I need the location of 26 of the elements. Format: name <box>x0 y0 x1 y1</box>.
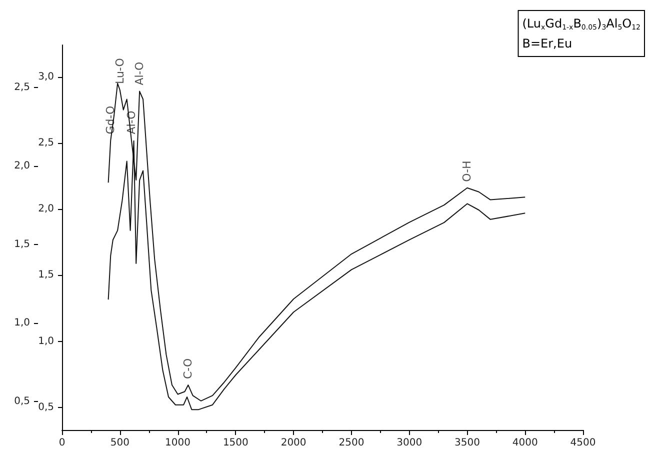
annotation: B=Er,Eu <box>522 36 572 50</box>
annotation: C-O <box>182 358 195 380</box>
y2-tick-label: 1,0 <box>14 318 30 329</box>
x-tick-label: 0 <box>58 438 66 448</box>
x-tick-label: 3500 <box>454 438 480 448</box>
y-tick-label: 2,5 <box>38 137 54 148</box>
annotation: Lu-O <box>113 58 126 84</box>
annotation: O-H <box>460 160 474 182</box>
y-tick-label: 2,0 <box>38 204 54 215</box>
y-tick-label: 3,0 <box>38 71 54 82</box>
y2-tick-label: 1,5 <box>14 239 30 250</box>
x-tick-label: 4000 <box>512 438 538 448</box>
y-tick-label: 1,0 <box>38 336 54 347</box>
annotation: Al-O <box>133 61 146 86</box>
x-tick-label: 2000 <box>280 438 306 448</box>
y-tick-label: 1,5 <box>38 270 54 281</box>
y2-tick-label: 2,0 <box>14 160 30 172</box>
y-tick-label: 0,5 <box>38 402 54 414</box>
x-tick-label: 1500 <box>222 438 248 448</box>
x-tick-label: 3000 <box>396 438 422 448</box>
y2-tick-label: 2,5 <box>14 82 30 93</box>
x-tick-label: 2500 <box>338 438 364 448</box>
x-tick-label: 500 <box>110 438 130 448</box>
x-tick-label: 1000 <box>165 438 191 448</box>
x-tick-label: 4500 <box>570 438 596 448</box>
y2-tick-label: 0,5 <box>14 396 30 408</box>
